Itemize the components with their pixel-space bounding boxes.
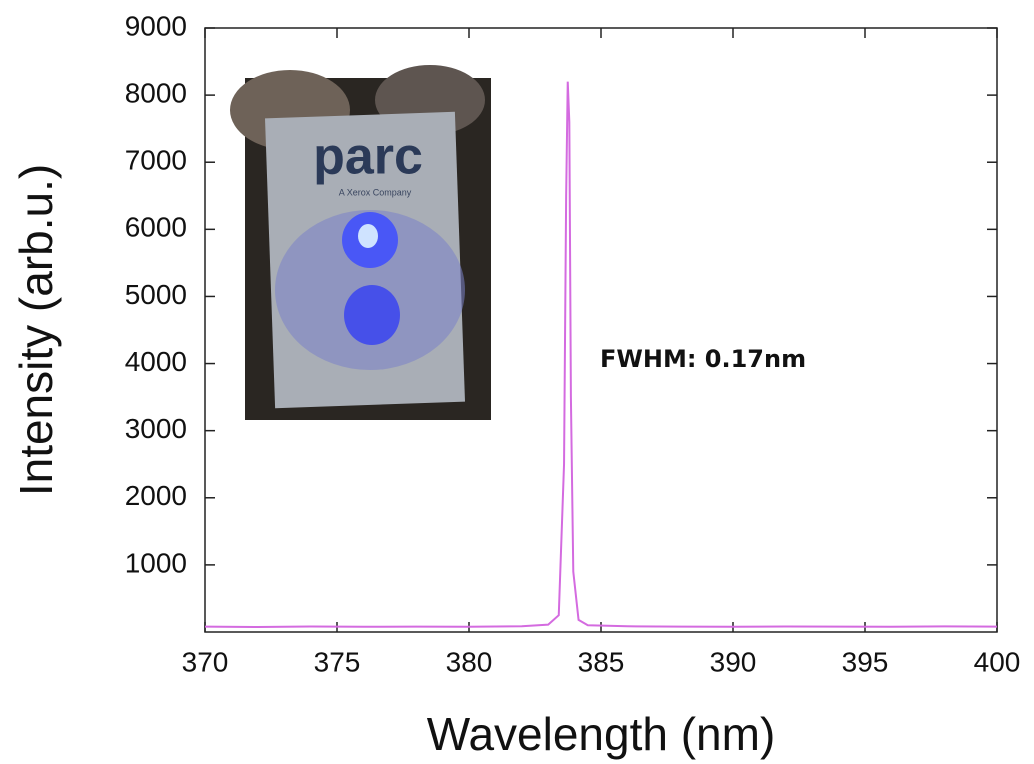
y-tick-label: 2000 — [125, 480, 187, 511]
spot-center — [358, 224, 378, 248]
x-tick-label: 400 — [974, 646, 1021, 677]
y-tick-label: 4000 — [125, 346, 187, 377]
x-tick-label: 390 — [710, 646, 757, 677]
y-tick-label: 1000 — [125, 547, 187, 578]
spot — [344, 285, 400, 345]
y-tick-label: 7000 — [125, 145, 187, 176]
spectrum-line — [204, 81, 998, 628]
annotation: FWHM: 0.17nm — [600, 345, 806, 373]
x-axis-title: Wavelength (nm) — [427, 708, 776, 760]
y-tick-label: 8000 — [125, 78, 187, 109]
x-tick-label: 395 — [842, 646, 889, 677]
x-tick-label: 385 — [578, 646, 625, 677]
y-tick-label: 9000 — [125, 10, 187, 41]
x-tick-label: 375 — [314, 646, 361, 677]
inset-text: parc — [313, 128, 423, 186]
x-tick-label: 370 — [182, 646, 229, 677]
x-tick-label: 380 — [446, 646, 493, 677]
y-tick-label: 3000 — [125, 413, 187, 444]
inset-subtext: A Xerox Company — [339, 187, 412, 197]
y-tick-label: 6000 — [125, 212, 187, 243]
y-axis-title: Intensity (arb.u.) — [10, 164, 62, 496]
inset-photo: parc A Xerox Company — [230, 65, 491, 420]
y-tick-label: 5000 — [125, 279, 187, 310]
